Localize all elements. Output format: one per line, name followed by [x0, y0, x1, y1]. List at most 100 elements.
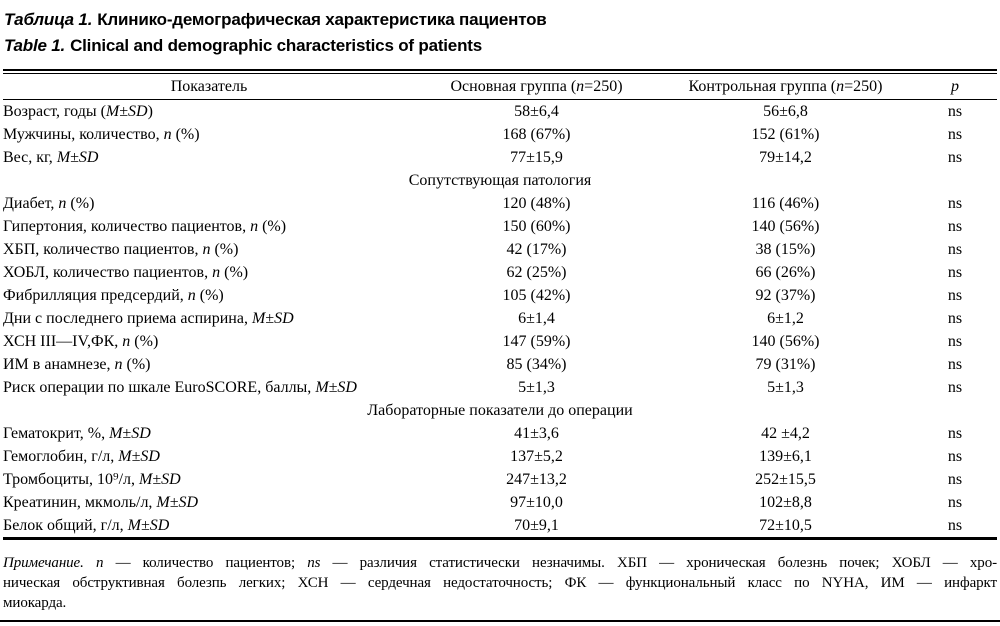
main-group-value: 147 (59%)	[502, 332, 571, 350]
main-group-value: 58±6,4	[514, 102, 559, 120]
indicator-text: Вес, кг,	[3, 148, 57, 166]
indicator-text: ХБП, количество пациентов,	[3, 240, 203, 258]
p-value: ns	[947, 447, 963, 465]
p-value: ns	[947, 217, 963, 235]
indicator-text: Возраст, годы (	[3, 102, 106, 120]
table-row: Диабет, n (%) 120 (48%) 116 (46%) ns	[3, 192, 997, 215]
indicator-stat-symbol: M±SD	[118, 447, 160, 465]
control-group-value: 79 (31%)	[755, 355, 816, 373]
control-group-value: 252±15,5	[755, 470, 816, 488]
p-value: ns	[947, 355, 963, 373]
table-titles: Таблица 1. Клинико-демографическая характ…	[0, 0, 1000, 59]
indicator-text: Мужчины, количество,	[3, 125, 164, 143]
p-value: ns	[947, 286, 963, 304]
footnote-text-part: — различия статистически незначимы. ХБП …	[320, 555, 998, 571]
top-rule-gap	[3, 71, 997, 73]
section-row: Лабораторные показатели до операции	[3, 399, 997, 422]
indicator-text-post: (%)	[220, 263, 249, 281]
indicator-text-post: (%)	[210, 240, 239, 258]
p-value: ns	[947, 263, 963, 281]
control-group-value: 92 (37%)	[755, 286, 816, 304]
indicator-text: Креатинин, мкмоль/л,	[3, 493, 157, 511]
p-value: ns	[947, 194, 963, 212]
control-group-value: 140 (56%)	[751, 217, 820, 235]
main-group-value: 97±10,0	[510, 493, 563, 511]
p-value: ns	[947, 309, 963, 327]
indicator-cell: ХБП, количество пациентов, n (%)	[3, 238, 415, 261]
indicator-stat-symbol: n	[122, 332, 131, 350]
table-bottom-rule	[3, 537, 997, 540]
indicator-cell: Тромбоциты, 10⁹/л, M±SD	[3, 468, 415, 491]
control-group-value: 66 (26%)	[755, 263, 816, 281]
control-group-value: 139±6,1	[759, 447, 812, 465]
table-title-ru: Таблица 1. Клинико-демографическая характ…	[4, 7, 1000, 33]
table-row: Вес, кг, M±SD 77±15,9 79±14,2 ns	[3, 146, 997, 169]
indicator-text: Гемоглобин, г/л,	[3, 447, 119, 465]
section-row: Сопутствующая патология	[3, 169, 997, 192]
patients-table: Показатель Основная группа (n=250) Контр…	[3, 74, 997, 537]
main-group-value: 168 (67%)	[502, 125, 571, 143]
control-group-value: 38 (15%)	[755, 240, 816, 258]
indicator-text: Дни с последнего приема аспирина,	[3, 309, 252, 327]
p-value: ns	[947, 125, 963, 143]
main-group-value: 247±13,2	[506, 470, 567, 488]
indicator-text: Фибрилляция предсердий,	[3, 286, 188, 304]
indicator-stat-symbol: M±SD	[139, 470, 181, 488]
p-value: ns	[947, 493, 963, 511]
indicator-text-post: (%)	[130, 332, 159, 350]
control-group-value: 6±1,2	[767, 309, 804, 327]
footnote-line: ническая обструктивная болезпь легких; Х…	[3, 573, 997, 593]
indicator-cell: Фибрилляция предсердий, n (%)	[3, 284, 415, 307]
col-header-indicator: Показатель	[3, 74, 415, 100]
indicator-cell: Гемоглобин, г/л, M±SD	[3, 445, 415, 468]
indicator-text-post: (%)	[122, 355, 151, 373]
indicator-cell: Возраст, годы (M±SD)	[3, 100, 415, 124]
indicator-stat-symbol: n	[202, 240, 211, 258]
top-rule-thin	[3, 73, 997, 74]
p-value: ns	[947, 240, 963, 258]
table-row: Дни с последнего приема аспирина, M±SD 6±…	[3, 307, 997, 330]
table-row: Гематокрит, %, M±SD 41±3,6 42 ±4,2 ns	[3, 422, 997, 445]
table-row: ХСН III—IV,ФК, n (%) 147 (59%) 140 (56%) ns	[3, 330, 997, 353]
indicator-stat-symbol: n	[250, 217, 259, 235]
section-label: Лабораторные показатели до операции	[367, 401, 633, 419]
control-group-value: 42 ±4,2	[761, 424, 810, 442]
control-group-value: 152 (61%)	[751, 125, 820, 143]
table-row: Тромбоциты, 10⁹/л, M±SD 247±13,2 252±15,5 n…	[3, 468, 997, 491]
table-row: Белок общий, г/л, M±SD 70±9,1 72±10,5 ns	[3, 514, 997, 537]
indicator-text: Белок общий, г/л,	[3, 516, 128, 534]
table-title-en-label: Table 1.	[4, 36, 66, 55]
table-row: Гемоглобин, г/л, M±SD 137±5,2 139±6,1 ns	[3, 445, 997, 468]
col-header-main-group: Основная группа (n=250)	[415, 74, 658, 100]
indicator-text: ИМ в анамнезе,	[3, 355, 115, 373]
p-value: ns	[947, 470, 963, 488]
p-value: ns	[947, 424, 963, 442]
indicator-text: ХСН III—IV,ФК,	[3, 332, 123, 350]
indicator-cell: Диабет, n (%)	[3, 192, 415, 215]
indicator-stat-symbol: M±SD	[105, 102, 148, 120]
footnote-line: миокарда.	[3, 593, 997, 613]
main-group-value: 120 (48%)	[502, 194, 571, 212]
indicator-cell: ХСН III—IV,ФК, n (%)	[3, 330, 415, 353]
control-group-value: 116 (46%)	[751, 194, 820, 212]
control-group-value: 56±6,8	[763, 102, 808, 120]
footnote-text-part	[84, 555, 96, 571]
top-rule-heavy	[3, 69, 997, 71]
indicator-text: Гипертония, количество пациентов,	[3, 217, 251, 235]
table-row: Возраст, годы (M±SD) 58±6,4 56±6,8 ns	[3, 100, 997, 124]
footnote-italic-part: Примечание.	[3, 555, 84, 571]
section-label: Сопутствующая патология	[408, 171, 592, 189]
indicator-cell: ИМ в анамнезе, n (%)	[3, 353, 415, 376]
table-row: ХБП, количество пациентов, n (%) 42 (17%)…	[3, 238, 997, 261]
table-row: Креатинин, мкмоль/л, M±SD 97±10,0 102±8,8 n…	[3, 491, 997, 514]
main-group-value: 137±5,2	[510, 447, 563, 465]
main-group-header-n: n	[576, 77, 585, 95]
table-row: ИМ в анамнезе, n (%) 85 (34%) 79 (31%) ns	[3, 353, 997, 376]
footnote-italic-part: n	[95, 555, 104, 571]
indicator-cell: Белок общий, г/л, M±SD	[3, 514, 415, 537]
indicator-stat-symbol: n	[114, 355, 123, 373]
indicator-stat-symbol: M±SD	[109, 424, 151, 442]
table-title-ru-text: Клинико-демографическая характеристика п…	[97, 10, 547, 29]
indicator-stat-symbol: M±SD	[156, 493, 199, 511]
main-group-value: 85 (34%)	[506, 355, 567, 373]
